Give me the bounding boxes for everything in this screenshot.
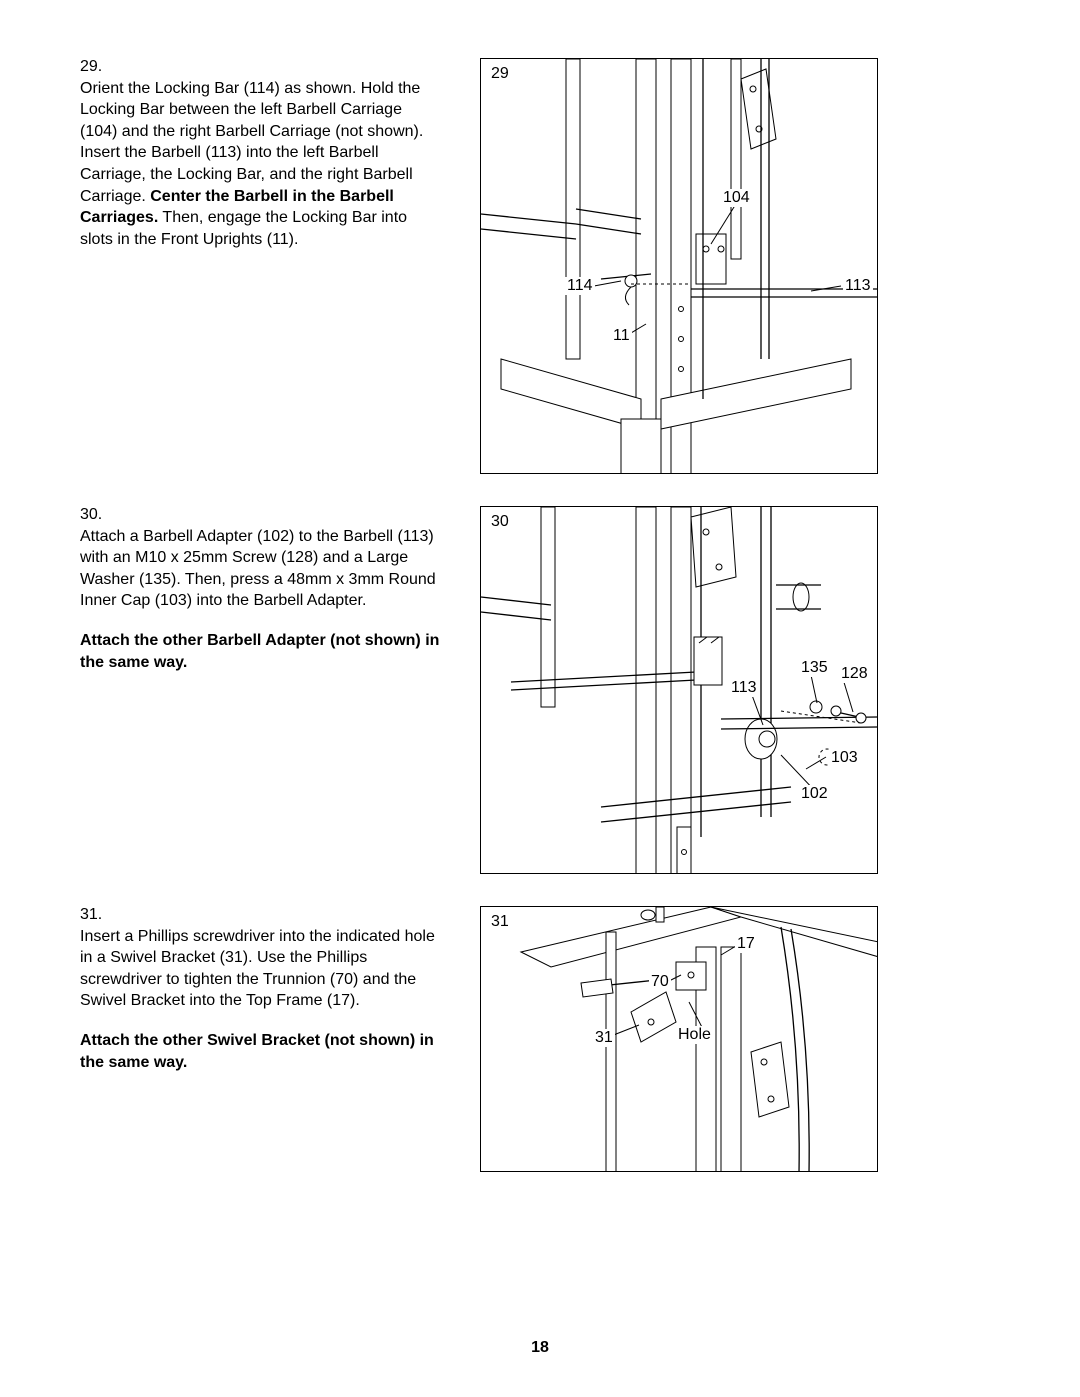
figure-number: 30 <box>491 513 509 531</box>
step-30-text: 30. Attach a Barbell Adapter (102) to th… <box>80 504 480 673</box>
step-extra: Attach the other Barbell Adapter (not sh… <box>80 630 440 673</box>
step-body: Orient the Locking Bar (114) as shown. H… <box>80 78 440 251</box>
callout-135: 135 <box>799 659 830 677</box>
step-29-text: 29. Orient the Locking Bar (114) as show… <box>80 56 480 250</box>
figure-number: 31 <box>491 913 509 931</box>
step-extra: Attach the other Swivel Bracket (not sho… <box>80 1030 440 1073</box>
callout-104: 104 <box>721 189 752 207</box>
callout-70: 70 <box>649 973 671 991</box>
callout-31: 31 <box>593 1029 615 1047</box>
step-31-text: 31. Insert a Phillips screwdriver into t… <box>80 904 480 1073</box>
callout-103: 103 <box>829 749 860 767</box>
callout-102: 102 <box>799 785 830 803</box>
step-body: Insert a Phillips screwdriver into the i… <box>80 926 440 1074</box>
callout-113: 113 <box>843 277 873 295</box>
figure-number: 29 <box>491 65 509 83</box>
manual-page: 29. Orient the Locking Bar (114) as show… <box>0 0 1080 1397</box>
callout-17: 17 <box>735 935 757 953</box>
callout-128: 128 <box>839 665 870 683</box>
callout-113: 113 <box>729 679 759 697</box>
step-number: 29. <box>80 56 108 78</box>
callout-114: 114 <box>565 277 595 295</box>
figure-29: 29 <box>480 58 878 474</box>
step-body: Attach a Barbell Adapter (102) to the Ba… <box>80 526 440 674</box>
figure-31: 31 <box>480 906 878 1172</box>
callout-11: 11 <box>611 327 632 345</box>
step-number: 30. <box>80 504 108 526</box>
step-30: 30. Attach a Barbell Adapter (102) to th… <box>80 504 1000 874</box>
figure-30: 30 <box>480 506 878 874</box>
step-31: 31. Insert a Phillips screwdriver into t… <box>80 904 1000 1172</box>
diagram-29-svg <box>481 59 878 474</box>
diagram-30-svg <box>481 507 878 874</box>
callout-hole: Hole <box>676 1026 713 1044</box>
page-number: 18 <box>0 1339 1080 1357</box>
step-29: 29. Orient the Locking Bar (114) as show… <box>80 56 1000 474</box>
step-number: 31. <box>80 904 108 926</box>
